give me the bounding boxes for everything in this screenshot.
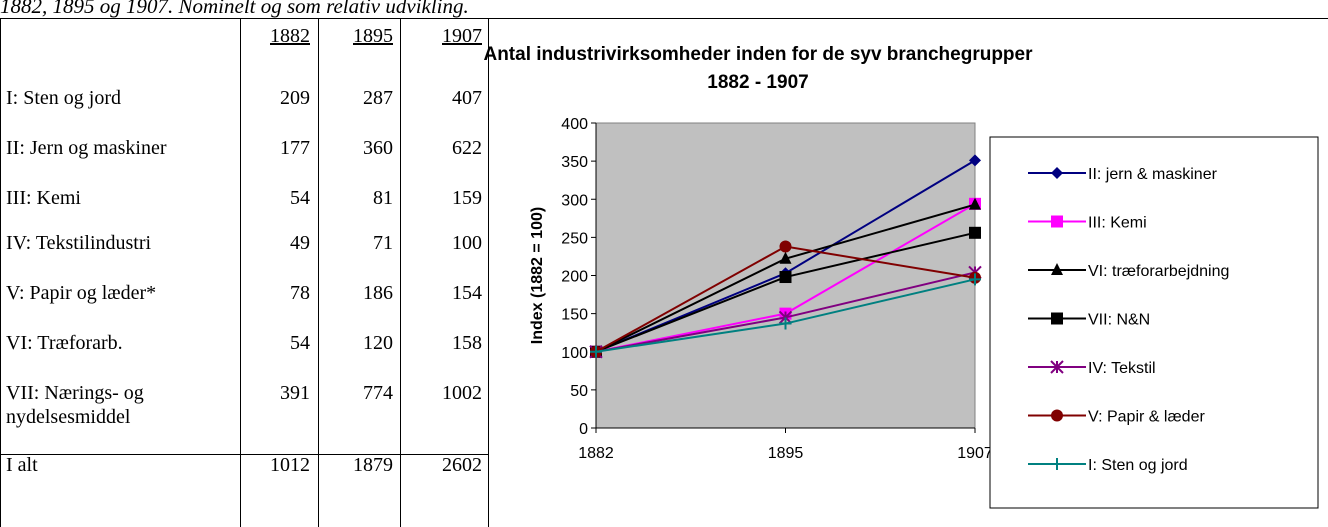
table-border [0, 454, 488, 455]
legend-label: VII: N&N [1088, 312, 1150, 329]
legend-label: V: Papir & læder [1088, 409, 1205, 426]
cell-value: 287 [363, 87, 393, 109]
row-label: IV: Tekstilindustri [6, 232, 152, 254]
cell-value: 391 [280, 382, 310, 404]
marker [969, 226, 981, 239]
y-tick-label: 400 [561, 116, 588, 133]
x-tick-label: 1882 [578, 445, 614, 462]
x-tick-label: 1895 [768, 445, 804, 462]
cell-value: 54 [290, 187, 310, 209]
cell-value: 71 [373, 232, 393, 254]
row-label: VI: Træforarb. [6, 332, 123, 354]
table-border [488, 18, 489, 527]
cell-value: 100 [452, 232, 482, 254]
x-tick-label: 1907 [957, 445, 993, 462]
marker [779, 271, 792, 284]
legend-label: II: jern & maskiner [1088, 166, 1218, 183]
y-tick-label: 150 [561, 307, 588, 324]
marker [1051, 215, 1063, 228]
marker [590, 345, 602, 358]
cell-value: 186 [363, 282, 393, 304]
cell-value: 774 [363, 382, 393, 404]
caption: 1882, 1895 og 1907. Nominelt og som rela… [0, 0, 469, 18]
cell-value: 177 [280, 137, 310, 159]
row-label: I: Sten og jord [6, 87, 121, 109]
marker [779, 251, 792, 264]
y-axis-label: Index (1882 = 100) [529, 207, 546, 344]
column-header: 1895 [353, 25, 393, 47]
chart-title: Antal industrivirksomheder inden for de … [483, 44, 1033, 93]
cell-value: 209 [280, 87, 310, 109]
cell-value: 1879 [353, 454, 393, 476]
cell-value: 622 [452, 137, 482, 159]
table-border [0, 18, 1, 527]
cell-value: 120 [363, 332, 393, 354]
marker [1051, 409, 1063, 422]
column-header: 1882 [270, 25, 310, 47]
legend-label: IV: Tekstil [1088, 360, 1156, 377]
marker [969, 197, 981, 210]
cell-value: 81 [373, 187, 393, 209]
y-tick-label: 0 [579, 421, 588, 438]
y-tick-label: 100 [561, 345, 588, 362]
marker [779, 240, 792, 253]
table-border [318, 18, 319, 527]
row-label: VII: Nærings- og nydelsesmiddel [6, 382, 144, 428]
cell-value: 154 [452, 282, 482, 304]
cell-value: 159 [452, 187, 482, 209]
cell-value: 49 [290, 232, 310, 254]
y-tick-label: 200 [561, 269, 588, 286]
cell-value: 1012 [270, 454, 310, 476]
cell-value: 158 [452, 332, 482, 354]
legend-label: I: Sten og jord [1088, 457, 1188, 474]
row-label: II: Jern og maskiner [6, 137, 167, 159]
table-border [400, 18, 401, 527]
row-label: V: Papir og læder* [6, 282, 157, 304]
cell-value: 54 [290, 332, 310, 354]
cell-value: 407 [452, 87, 482, 109]
y-tick-label: 350 [561, 154, 588, 171]
row-label: III: Kemi [6, 187, 81, 209]
cell-value: 78 [290, 282, 310, 304]
rule [0, 18, 1328, 19]
row-label: I alt [6, 454, 38, 476]
marker [1051, 312, 1063, 325]
y-tick-label: 300 [561, 192, 588, 209]
table-border [240, 18, 241, 527]
legend [989, 136, 1319, 509]
cell-value: 1002 [442, 382, 482, 404]
cell-value: 360 [363, 137, 393, 159]
legend-label: III: Kemi [1088, 215, 1147, 232]
cell-value: 2602 [442, 454, 482, 476]
marker [969, 154, 981, 167]
marker [1051, 263, 1063, 275]
marker [1051, 458, 1063, 470]
y-tick-label: 50 [570, 383, 588, 400]
y-tick-label: 250 [561, 230, 588, 247]
marker [1050, 360, 1064, 374]
marker [779, 317, 792, 330]
legend-label: VI: træforarbejdning [1088, 263, 1229, 280]
marker [1051, 167, 1063, 179]
marker [969, 273, 981, 286]
column-header: 1907 [442, 25, 482, 47]
